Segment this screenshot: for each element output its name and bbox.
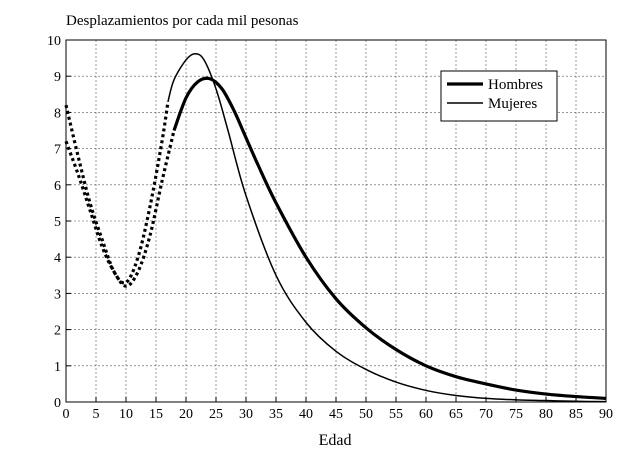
x-tick-label: 90 — [599, 407, 613, 422]
x-tick-label: 40 — [299, 407, 313, 422]
x-tick-label: 45 — [329, 407, 343, 422]
legend-label-hombres: Hombres — [488, 77, 543, 93]
series-group — [64, 53, 607, 403]
axis-ticks: 0 5 10 15 20 25 30 35 40 45 50 55 60 65 70 75 80 85 900123… — [47, 34, 613, 422]
x-tick-label: 35 — [269, 407, 283, 422]
x-tick-label: 85 — [569, 407, 583, 422]
x-tick-label: 15 — [149, 407, 163, 422]
x-tick-label: 50 — [359, 407, 373, 422]
x-tick-label: 30 — [239, 407, 253, 422]
x-tick-label: 20 — [179, 407, 193, 422]
series-line-mujeres-dotted — [64, 101, 170, 285]
x-tick-label: 25 — [209, 407, 223, 422]
series-line-mujeres — [167, 53, 607, 403]
legend: Hombres Mujeres — [440, 70, 558, 122]
y-tick-label: 0 — [54, 396, 61, 411]
x-tick-label: 5 — [93, 407, 100, 422]
x-tick-label: 80 — [539, 407, 553, 422]
grid — [66, 40, 606, 402]
x-tick-label: 0 — [63, 407, 70, 422]
x-tick-label: 60 — [419, 407, 433, 422]
legend-box — [440, 70, 558, 122]
y-tick-label: 10 — [47, 34, 61, 49]
y-tick-label: 8 — [54, 106, 61, 121]
chart-title: Desplazamientos por cada mil pesonas — [66, 13, 299, 29]
x-axis-title: Edad — [319, 432, 352, 449]
y-tick-label: 9 — [54, 70, 61, 85]
series-line-hombres — [172, 76, 607, 400]
y-tick-label: 6 — [54, 179, 61, 194]
y-tick-label: 4 — [54, 251, 61, 266]
y-tick-label: 7 — [54, 143, 61, 158]
series-line-hombres-dotted — [64, 130, 176, 288]
x-tick-label: 75 — [509, 407, 523, 422]
y-tick-label: 2 — [54, 324, 61, 339]
x-tick-label: 70 — [479, 407, 493, 422]
x-tick-label: 65 — [449, 407, 463, 422]
y-tick-label: 3 — [54, 287, 61, 302]
legend-label-mujeres: Mujeres — [488, 96, 537, 112]
x-tick-label: 10 — [119, 407, 133, 422]
y-tick-label: 5 — [54, 215, 61, 230]
x-tick-label: 55 — [389, 407, 403, 422]
y-tick-label: 1 — [54, 360, 61, 375]
